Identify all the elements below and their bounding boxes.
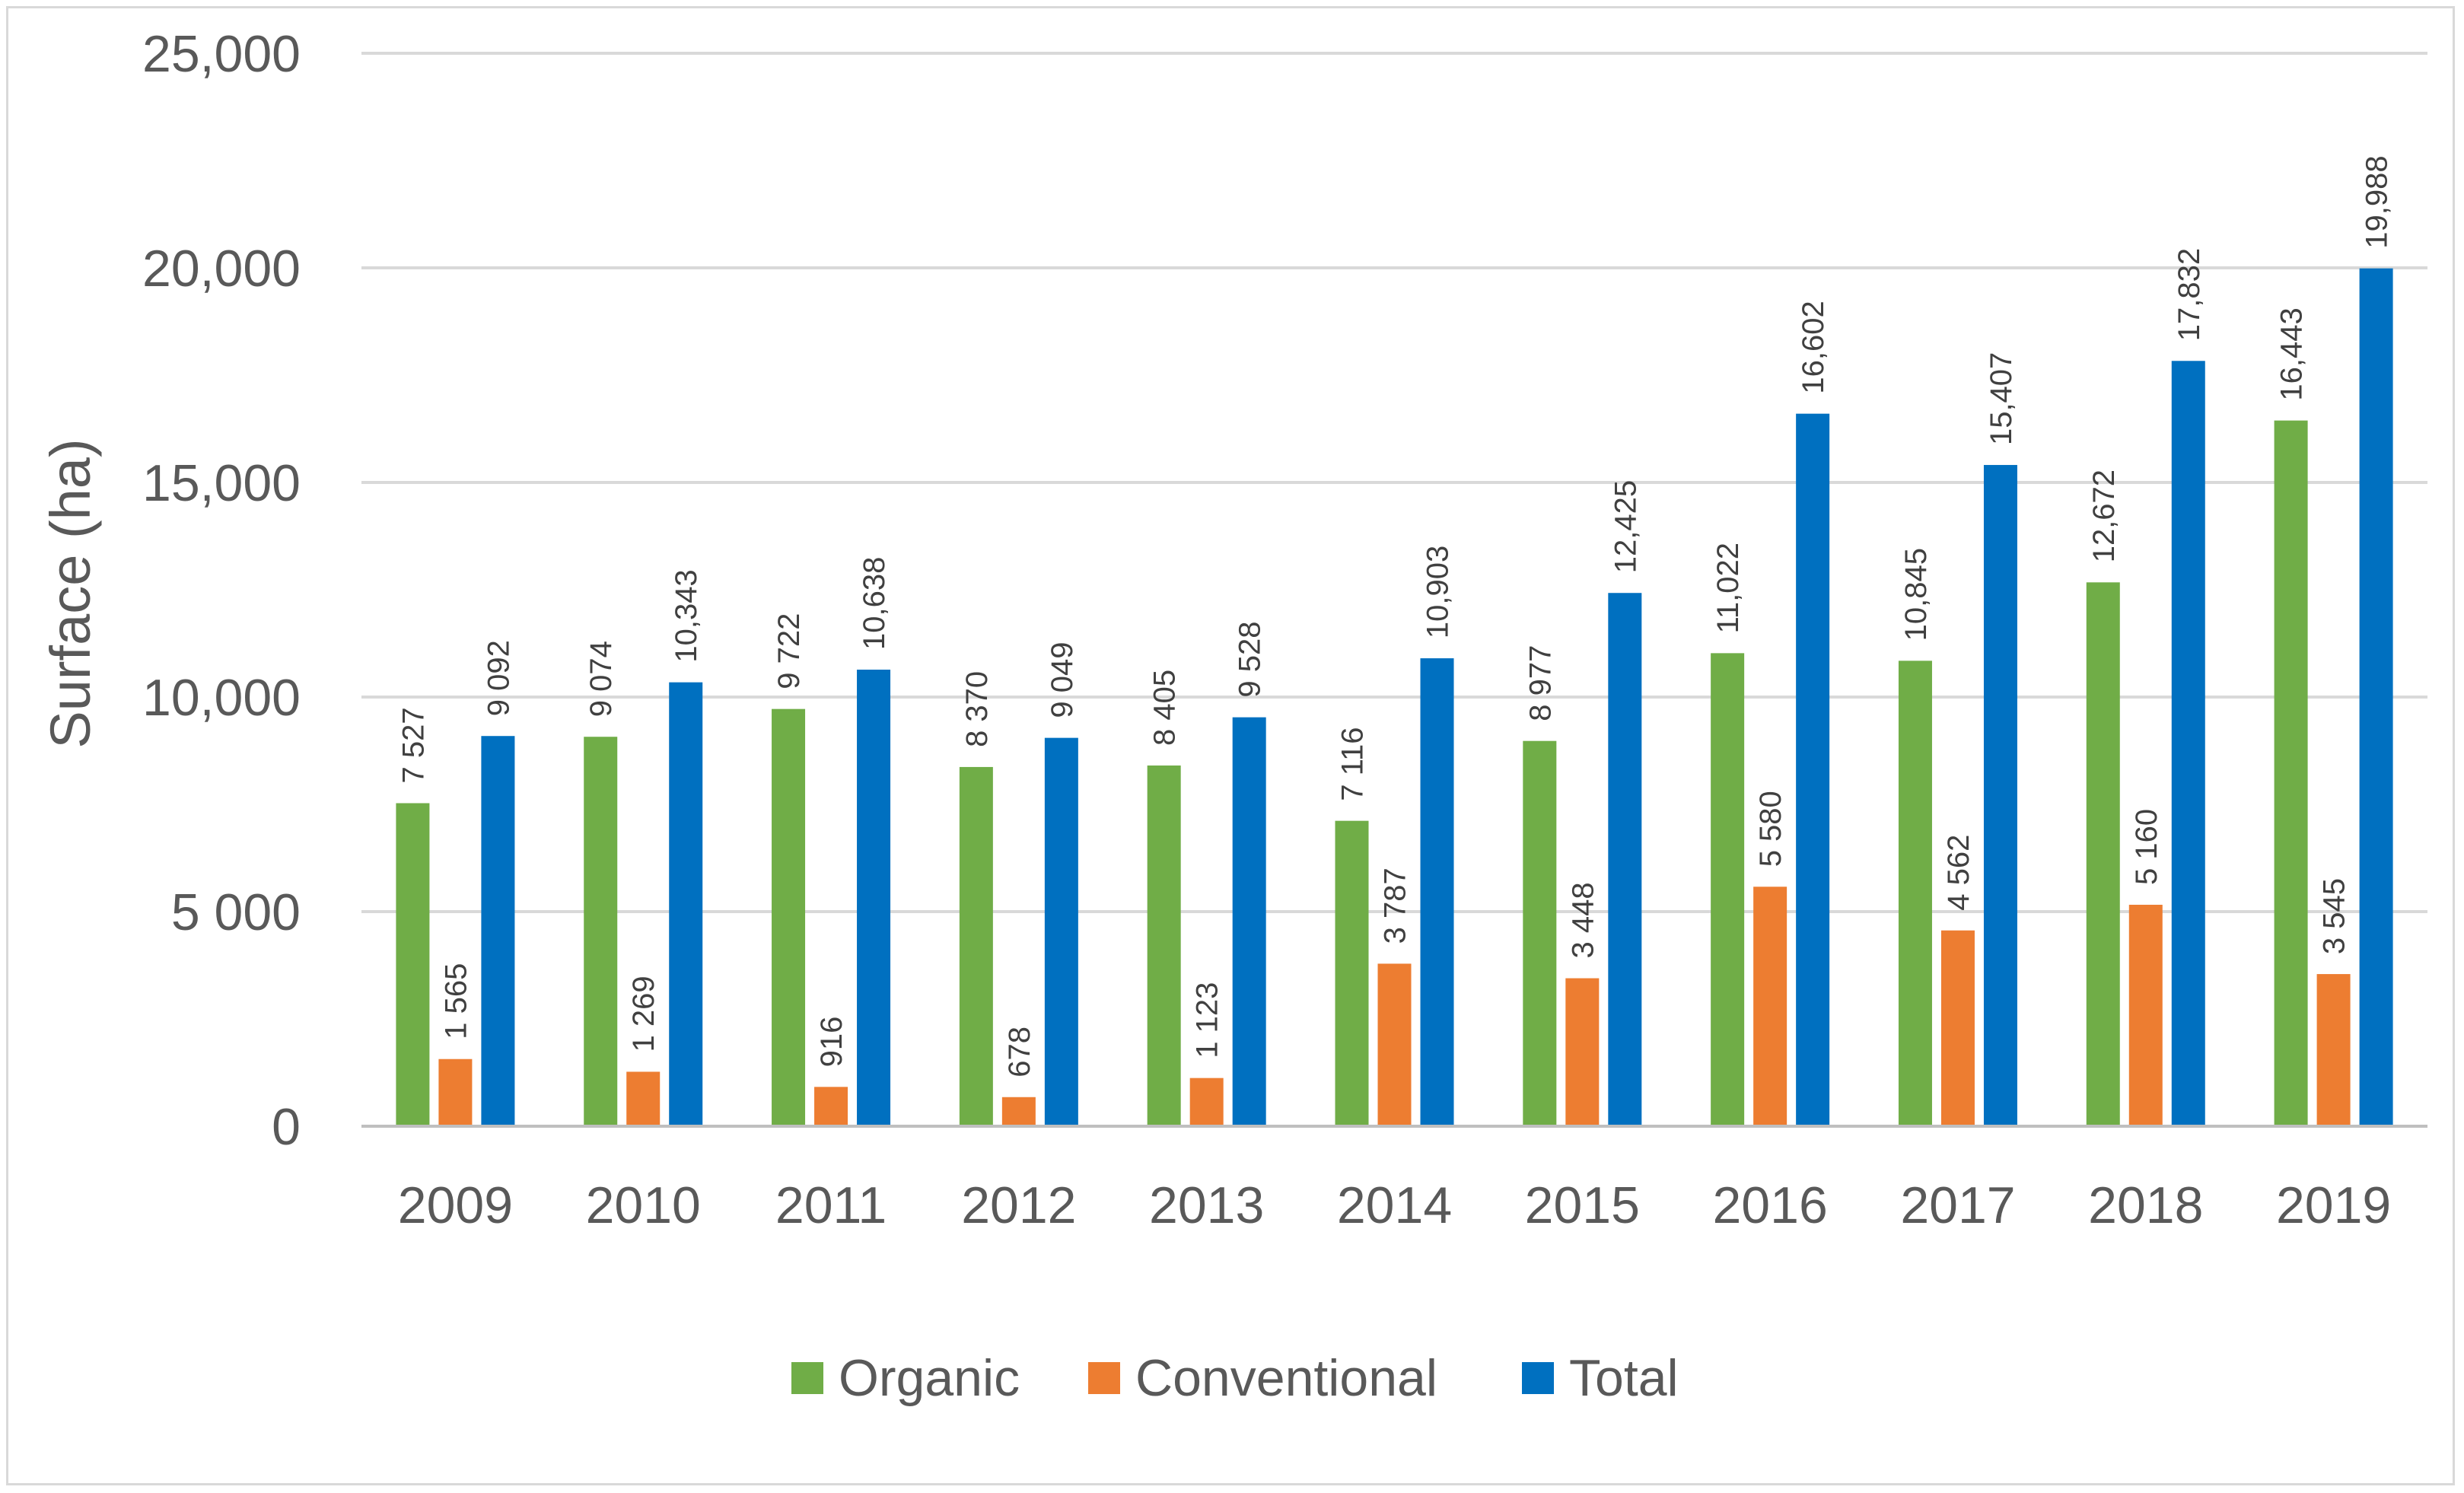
bar-conventional	[626, 1071, 661, 1126]
data-label-conventional: 1 565	[439, 963, 473, 1039]
x-tick-label: 2012	[961, 1176, 1076, 1234]
bar-organic	[1711, 653, 1745, 1126]
data-label-total: 15,407	[1985, 352, 2018, 445]
data-label-organic: 8 977	[1523, 645, 1557, 721]
x-tick-label: 2014	[1337, 1176, 1452, 1234]
bars	[396, 268, 2393, 1127]
legend: Organic Conventional Total	[791, 1349, 1679, 1407]
data-label-conventional: 4 562	[1942, 835, 1975, 911]
bar-total	[669, 682, 703, 1126]
chart-frame	[6, 6, 2455, 1485]
data-label-organic: 7 116	[1336, 727, 1370, 801]
data-label-conventional: 3 448	[1566, 882, 1600, 958]
bar-total	[1420, 658, 1454, 1126]
data-label-total: 12,425	[1609, 480, 1642, 573]
x-tick-label: 2019	[2276, 1176, 2391, 1234]
bar-total	[1608, 593, 1642, 1126]
data-label-organic: 8 405	[1148, 670, 1182, 746]
data-label-total: 16,602	[1797, 301, 1830, 393]
bar-total	[2171, 361, 2205, 1126]
data-label-total: 9 092	[482, 640, 515, 716]
data-label-organic: 11,022	[1711, 543, 1745, 633]
legend-swatch-conventional	[1088, 1362, 1120, 1394]
y-axis-ticks: 0 5 000 10,000 15,000 20,000 25,000	[142, 25, 301, 1156]
bar-conventional	[438, 1058, 473, 1126]
data-label-organic: 8 370	[960, 671, 994, 747]
legend-label-organic: Organic	[839, 1349, 1020, 1407]
x-tick-label: 2017	[1900, 1176, 2015, 1234]
y-tick-label: 10,000	[142, 669, 301, 727]
bar-conventional	[1940, 930, 1975, 1126]
bar-conventional	[1565, 978, 1600, 1126]
data-label-total: 10,903	[1421, 546, 1455, 638]
bar-conventional	[1189, 1078, 1224, 1126]
data-label-organic: 7 527	[396, 707, 430, 783]
bar-total	[1983, 465, 2017, 1126]
x-tick-label: 2018	[2088, 1176, 2203, 1234]
y-tick-label: 5 000	[171, 883, 301, 941]
data-label-total: 9 049	[1046, 642, 1079, 718]
x-tick-label: 2016	[1712, 1176, 1827, 1234]
data-label-organic: 9 074	[584, 641, 618, 717]
data-label-total: 10,638	[858, 557, 891, 650]
y-tick-label: 0	[272, 1098, 301, 1156]
data-label-conventional: 1 123	[1191, 982, 1224, 1058]
legend-swatch-organic	[791, 1362, 823, 1394]
bar-organic	[1147, 765, 1181, 1126]
bar-total	[481, 736, 515, 1126]
bar-conventional	[2128, 904, 2163, 1126]
bar-organic	[2086, 582, 2120, 1126]
bar-organic	[1898, 661, 1932, 1126]
x-tick-label: 2011	[775, 1176, 887, 1234]
bar-total	[1044, 737, 1078, 1126]
legend-label-total: Total	[1569, 1349, 1679, 1407]
bar-conventional	[814, 1087, 848, 1126]
legend-swatch-total	[1522, 1362, 1554, 1394]
bar-organic	[2274, 420, 2308, 1126]
bar-total	[2359, 268, 2393, 1127]
bar-conventional	[2316, 974, 2351, 1126]
data-label-conventional: 3 545	[2318, 878, 2351, 954]
data-label-conventional: 1 269	[627, 976, 661, 1052]
bar-organic	[959, 766, 993, 1126]
bar-total	[857, 670, 891, 1126]
bar-organic	[1523, 740, 1557, 1126]
bar-organic	[584, 737, 618, 1126]
y-axis-title: Surface (ha)	[39, 438, 102, 748]
data-label-conventional: 5 580	[1754, 791, 1788, 867]
bar-conventional	[1377, 963, 1412, 1126]
data-label-organic: 16,443	[2275, 307, 2309, 400]
data-label-organic: 12,672	[2087, 470, 2121, 562]
data-label-organic: 10,845	[1899, 548, 1933, 641]
data-label-conventional: 5 160	[2130, 809, 2163, 885]
data-label-total: 9 528	[1234, 622, 1267, 698]
data-label-conventional: 916	[815, 1017, 848, 1068]
bar-organic	[772, 708, 806, 1126]
x-tick-label: 2013	[1149, 1176, 1264, 1234]
legend-label-conventional: Conventional	[1135, 1349, 1437, 1407]
bar-organic	[396, 803, 430, 1126]
x-tick-label: 2010	[586, 1176, 701, 1234]
bar-conventional	[1001, 1097, 1036, 1126]
data-label-total: 10,343	[670, 569, 703, 662]
y-tick-label: 25,000	[142, 25, 301, 83]
x-tick-label: 2015	[1525, 1176, 1640, 1234]
bar-total	[1232, 717, 1266, 1126]
data-label-conventional: 3 787	[1379, 867, 1412, 944]
x-tick-label: 2009	[398, 1176, 513, 1234]
bar-conventional	[1753, 887, 1788, 1126]
data-label-conventional: 678	[1003, 1027, 1036, 1078]
data-label-organic: 9 722	[772, 613, 806, 689]
bar-organic	[1335, 820, 1369, 1126]
gridlines	[361, 52, 2427, 913]
data-labels: 7 527 1 565 9 092 9 074 1 269 10,343 9 722 916 1…	[396, 155, 2393, 1077]
bar-total	[1796, 413, 1830, 1126]
data-label-total: 19,988	[2361, 155, 2394, 248]
y-tick-label: 20,000	[142, 240, 301, 298]
data-label-total: 17,832	[2173, 248, 2206, 341]
y-tick-label: 15,000	[142, 454, 301, 512]
x-axis-ticks: 2009 2010 2011 2012 2013 2014 2015 2016 2017 2018…	[398, 1176, 2391, 1234]
